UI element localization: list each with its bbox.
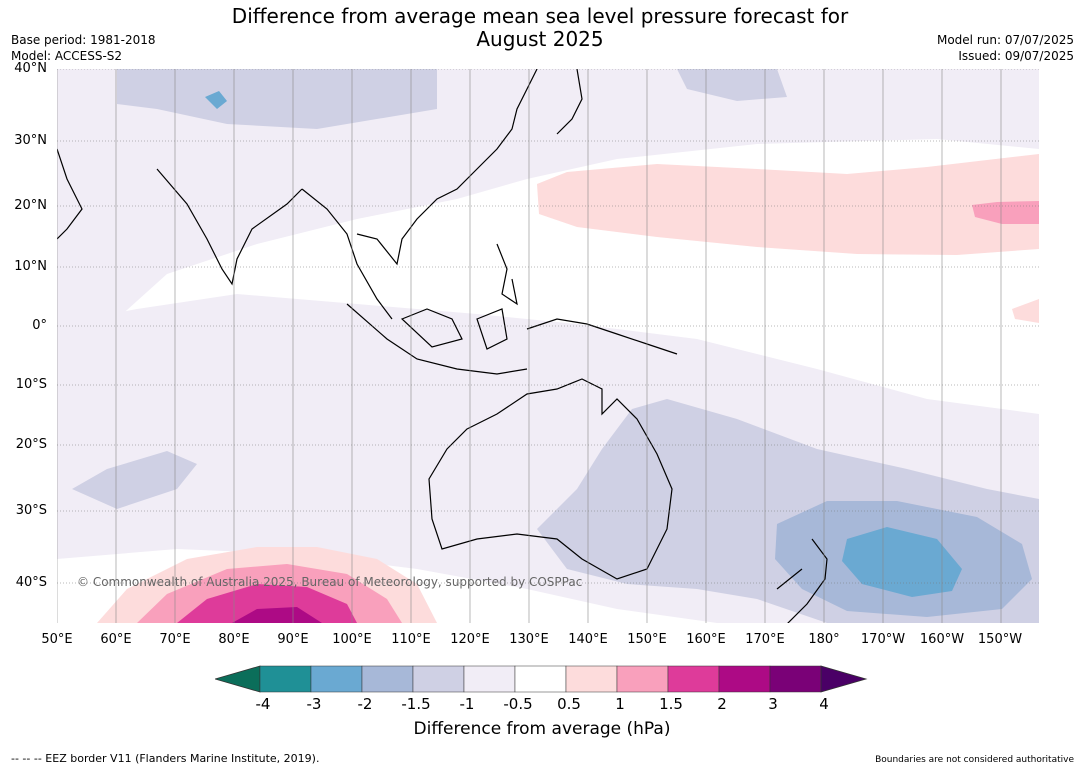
- lat-label-40s: 40°S: [15, 575, 47, 590]
- lat-label-30n: 30°N: [14, 133, 47, 148]
- cb-tick: -1: [459, 695, 475, 713]
- colorbar-segment: [769, 665, 822, 693]
- lon-label-150e: 150°E: [627, 632, 667, 647]
- cb-tick: 1: [615, 695, 625, 713]
- lon-label-50e: 50°E: [41, 632, 73, 647]
- cb-tick: 2: [717, 695, 727, 713]
- pos-weak-north-pacific: [537, 154, 1039, 255]
- cb-tick: -0.5: [503, 695, 533, 713]
- colorbar-extend-low: [215, 665, 261, 693]
- lon-label-70e: 70°E: [159, 632, 191, 647]
- colorbar: [215, 665, 868, 693]
- cb-tick: 1.5: [659, 695, 683, 713]
- meridians: [57, 69, 1002, 623]
- disclaimer: Boundaries are not considered authoritat…: [875, 755, 1074, 765]
- lon-label-90e: 90°E: [277, 632, 309, 647]
- neg-vstrong-tasman: [842, 527, 962, 597]
- lon-label-110e: 110°E: [391, 632, 431, 647]
- lon-label-170w: 170°W: [860, 632, 906, 647]
- colorbar-label: Difference from average (hPa): [413, 719, 671, 739]
- lon-label-120e: 120°E: [450, 632, 490, 647]
- colorbar-segment: [259, 665, 312, 693]
- cb-tick: 3: [768, 695, 778, 713]
- lat-label-10n: 10°N: [14, 259, 47, 274]
- neg-mod-north: [117, 69, 437, 129]
- neg-mod-indian: [72, 451, 197, 509]
- colorbar-segment: [361, 665, 414, 693]
- pos-strong-south-indian: [177, 584, 357, 623]
- lon-label-170e: 170°E: [745, 632, 785, 647]
- issued-date: Issued: 09/07/2025: [958, 49, 1074, 63]
- lat-label-20s: 20°S: [15, 437, 47, 452]
- lat-label-0: 0°: [32, 318, 47, 333]
- lon-label-160e: 160°E: [686, 632, 726, 647]
- lon-label-150w: 150°W: [977, 632, 1023, 647]
- colorbar-extend-high: [820, 665, 868, 693]
- anomaly-fills: [57, 69, 1039, 623]
- lat-label-30s: 30°S: [15, 503, 47, 518]
- lon-label-60e: 60°E: [100, 632, 132, 647]
- new-zealand-coast: [776, 538, 828, 623]
- cb-tick: -1.5: [401, 695, 431, 713]
- lon-label-180: 180°: [808, 632, 840, 647]
- cb-tick: 4: [819, 695, 829, 713]
- colorbar-segment: [514, 665, 567, 693]
- australia-coast: [428, 378, 673, 580]
- lon-label-140e: 140°E: [568, 632, 608, 647]
- indonesia-coast: [346, 303, 678, 375]
- neg-vstrong-tibet: [205, 91, 227, 109]
- model-name: Model: ACCESS-S2: [11, 49, 123, 63]
- title-line-1: Difference from average mean sea level p…: [231, 4, 849, 28]
- eez-legend: -- -- -- EEZ border V11 (Flanders Marine…: [11, 752, 320, 765]
- meta-right: Model run: 07/07/2025 Issued: 09/07/2025: [937, 32, 1074, 64]
- arabia-coast: [57, 148, 83, 240]
- colorbar-segment: [463, 665, 516, 693]
- copyright-notice: © Commonwealth of Australia 2025, Bureau…: [77, 575, 582, 589]
- meta-left: Base period: 1981-2018 Model: ACCESS-S2: [11, 32, 156, 64]
- pos-weak-east-equator: [1012, 299, 1039, 323]
- neg-weak-region: [57, 69, 1039, 399]
- lon-label-80e: 80°E: [218, 632, 250, 647]
- lat-label-40n: 40°N: [14, 61, 47, 76]
- japan-coast: [556, 69, 583, 135]
- india-coast: [156, 168, 303, 286]
- map-title: Difference from average mean sea level p…: [170, 5, 910, 51]
- colorbar-segment: [565, 665, 618, 693]
- colorbar-segment: [616, 665, 669, 693]
- cb-tick: 0.5: [557, 695, 581, 713]
- model-run: Model run: 07/07/2025: [936, 33, 1074, 47]
- colorbar-segment: [310, 665, 363, 693]
- cb-tick: -4: [255, 695, 271, 713]
- cb-tick: -3: [306, 695, 322, 713]
- colorbar-segment: [718, 665, 771, 693]
- lon-label-100e: 100°E: [332, 632, 372, 647]
- neg-mod-north-east: [677, 69, 787, 101]
- pos-mod-hawaii: [972, 201, 1039, 224]
- colorbar-segment: [412, 665, 465, 693]
- lat-label-20n: 20°N: [14, 198, 47, 213]
- pos-vstrong-south-indian: [232, 607, 322, 623]
- base-period: Base period: 1981-2018: [11, 33, 156, 47]
- philippines-coast: [496, 243, 518, 306]
- lat-label-10s: 10°S: [15, 377, 47, 392]
- title-line-2: August 2025: [476, 27, 604, 51]
- cb-tick: -2: [357, 695, 373, 713]
- lon-label-130e: 130°E: [509, 632, 549, 647]
- lon-label-160w: 160°W: [919, 632, 965, 647]
- pressure-map: © Commonwealth of Australia 2025, Bureau…: [57, 69, 1039, 623]
- colorbar-segment: [667, 665, 720, 693]
